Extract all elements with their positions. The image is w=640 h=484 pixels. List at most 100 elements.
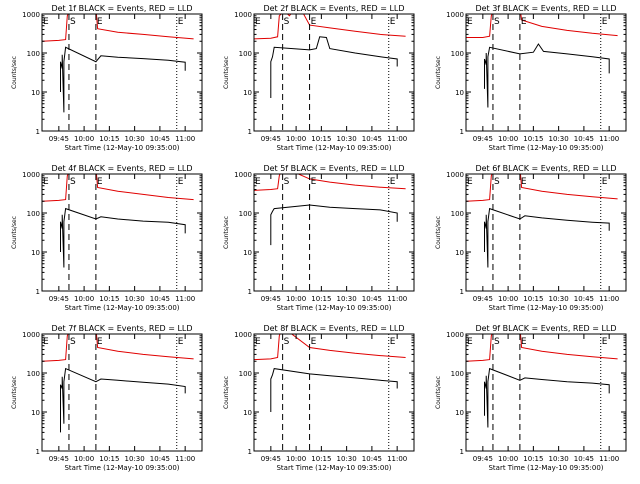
x-tick-label: 10:00: [286, 295, 306, 303]
marker-label-e: E: [602, 177, 608, 187]
y-tick-label: 100: [27, 370, 40, 378]
y-tick-label: 1: [36, 128, 40, 136]
marker-label-s: S: [494, 337, 500, 347]
x-tick-label: 10:00: [74, 295, 94, 303]
x-tick-label: 10:45: [362, 135, 382, 143]
x-axis-label: Start Time (12-May-10 09:35:00): [276, 144, 391, 152]
series-lld-line: [466, 334, 618, 362]
y-tick-label: 1: [248, 448, 252, 456]
marker-label-e: E: [178, 337, 184, 347]
y-tick-label: 100: [451, 370, 464, 378]
marker-label-e: E: [178, 17, 184, 27]
y-tick-label: 10: [455, 409, 464, 417]
series-events-line: [60, 367, 186, 433]
y-tick-label: 1: [460, 288, 464, 296]
x-tick-label: 10:15: [523, 455, 543, 463]
marker-label-e: E: [311, 337, 317, 347]
y-tick-label: 10: [455, 89, 464, 97]
chart-title: Det 6f BLACK = Events, RED = LLD: [475, 164, 616, 173]
marker-label-e: E: [97, 177, 103, 187]
marker-label-e: E: [311, 17, 317, 27]
marker-label-e: E: [467, 337, 473, 347]
x-tick-label: 10:15: [523, 135, 543, 143]
x-tick-label: 10:15: [523, 295, 543, 303]
plot-frame: [465, 13, 627, 132]
chart-title: Det 8f BLACK = Events, RED = LLD: [263, 324, 404, 333]
y-axis-label: Counts/sec: [11, 376, 18, 409]
series-events-line: [484, 367, 610, 428]
marker-label-e: E: [467, 177, 473, 187]
x-tick-label: 10:00: [498, 135, 518, 143]
x-tick-label: 10:45: [574, 295, 594, 303]
x-tick-label: 09:45: [49, 455, 69, 463]
y-tick-label: 1000: [22, 171, 40, 179]
x-tick-label: 09:45: [261, 135, 281, 143]
x-axis-label: Start Time (12-May-10 09:35:00): [488, 144, 603, 152]
x-tick-label: 10:45: [150, 455, 170, 463]
x-tick-label: 11:00: [599, 455, 619, 463]
x-axis-label: Start Time (12-May-10 09:35:00): [64, 304, 179, 312]
x-tick-label: 10:30: [125, 295, 145, 303]
marker-label-e: E: [311, 177, 317, 187]
marker-label-s: S: [70, 337, 76, 347]
y-tick-label: 1000: [234, 11, 252, 19]
x-tick-label: 10:15: [311, 295, 331, 303]
x-tick-label: 09:45: [49, 295, 69, 303]
x-tick-label: 11:00: [175, 135, 195, 143]
x-tick-label: 09:45: [473, 455, 493, 463]
marker-label-e: E: [602, 337, 608, 347]
marker-label-s: S: [284, 177, 290, 187]
y-tick-label: 1000: [234, 171, 252, 179]
marker-label-e: E: [97, 17, 103, 27]
plot-frame: [253, 13, 415, 132]
y-tick-label: 100: [27, 210, 40, 218]
chart-title: Det 2f BLACK = Events, RED = LLD: [263, 4, 404, 13]
y-axis-label: Counts/sec: [435, 216, 442, 249]
marker-label-e: E: [390, 337, 396, 347]
x-axis-label: Start Time (12-May-10 09:35:00): [488, 304, 603, 312]
series-lld-line: [466, 14, 618, 38]
x-tick-label: 10:45: [362, 455, 382, 463]
y-tick-label: 100: [451, 50, 464, 58]
y-tick-label: 1000: [446, 331, 464, 339]
marker-label-s: S: [494, 17, 500, 27]
series-events-line: [484, 207, 610, 268]
x-tick-label: 10:00: [74, 135, 94, 143]
chart-title: Det 5f BLACK = Events, RED = LLD: [263, 164, 404, 173]
plot-frame: [465, 173, 627, 292]
y-tick-label: 1000: [234, 331, 252, 339]
marker-label-e: E: [602, 17, 608, 27]
x-tick-label: 10:15: [99, 135, 119, 143]
marker-label-s: S: [284, 337, 290, 347]
y-axis-label: Counts/sec: [435, 376, 442, 409]
x-tick-label: 09:45: [49, 135, 69, 143]
plot-frame: [41, 173, 203, 292]
x-axis-label: Start Time (12-May-10 09:35:00): [488, 464, 603, 472]
x-tick-label: 09:45: [473, 295, 493, 303]
x-tick-label: 11:00: [387, 455, 407, 463]
y-tick-label: 10: [31, 409, 40, 417]
series-events-line: [270, 368, 398, 412]
x-tick-label: 10:15: [311, 135, 331, 143]
x-tick-label: 10:30: [549, 455, 569, 463]
series-events-line: [60, 207, 186, 268]
y-tick-label: 1000: [22, 331, 40, 339]
y-tick-label: 100: [239, 50, 252, 58]
y-tick-label: 100: [239, 370, 252, 378]
marker-label-e: E: [255, 177, 261, 187]
y-tick-label: 1: [36, 288, 40, 296]
x-tick-label: 11:00: [599, 135, 619, 143]
x-tick-label: 10:30: [337, 455, 357, 463]
x-tick-label: 10:00: [286, 135, 306, 143]
x-tick-label: 10:00: [286, 455, 306, 463]
x-tick-label: 11:00: [387, 135, 407, 143]
x-tick-label: 10:45: [150, 135, 170, 143]
y-tick-label: 10: [455, 249, 464, 257]
y-tick-label: 10: [243, 249, 252, 257]
marker-label-e: E: [178, 177, 184, 187]
